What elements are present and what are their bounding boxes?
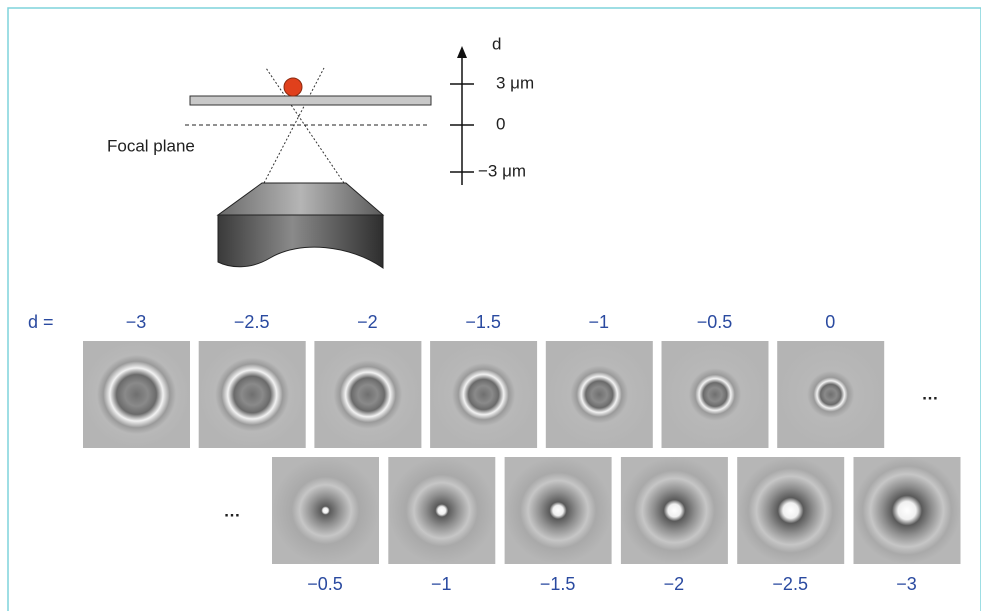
- bottom-label: −3: [896, 574, 917, 594]
- thumbnail: [662, 341, 769, 448]
- thumbnail: [546, 341, 653, 448]
- thumbnail: [272, 457, 379, 564]
- top-label: 0: [825, 312, 835, 332]
- thumbnail: [388, 457, 495, 564]
- top-label: −0.5: [697, 312, 733, 332]
- bottom-label: −2: [664, 574, 685, 594]
- focal-plane-label: Focal plane: [107, 136, 195, 155]
- bottom-label: −0.5: [307, 574, 343, 594]
- thumbnails: −3 −2.5 −2 −1.5 −1 −0.5 0 −0.5 −1 −1.5 −2 −2.5 −3: [83, 312, 961, 594]
- thumbnail: [854, 457, 961, 564]
- thumbnail: [314, 341, 421, 448]
- axis-tick-label: 0: [496, 114, 505, 133]
- top-label: −1: [589, 312, 610, 332]
- objective-top: [218, 183, 383, 215]
- top-label: −3: [126, 312, 147, 332]
- top-label: −2: [357, 312, 378, 332]
- axis-arrow: [457, 46, 467, 58]
- top-label: −1.5: [465, 312, 501, 332]
- objective-body: [218, 215, 383, 268]
- top-label: −2.5: [234, 312, 270, 332]
- bottom-label: −1.5: [540, 574, 576, 594]
- bottom-label: −2.5: [772, 574, 808, 594]
- thumbnail: [621, 457, 728, 564]
- thumbnail: [430, 341, 537, 448]
- thumbnail: [777, 341, 884, 448]
- particle: [284, 78, 302, 96]
- thumbnail: [505, 457, 612, 564]
- axis-tick-label: −3 μm: [478, 161, 526, 180]
- thumbnail: [199, 341, 306, 448]
- axis-label: d: [492, 34, 501, 53]
- bottom-label: −1: [431, 574, 452, 594]
- slide: [190, 96, 431, 105]
- figure: Focal plane d 3 μm0−3 μm d = … … −3−2.5−…: [0, 0, 981, 611]
- thumbnail: [737, 457, 844, 564]
- row-label: d =: [28, 312, 54, 332]
- thumbnail: [83, 341, 190, 448]
- ellipsis: …: [922, 384, 939, 403]
- axis-tick-label: 3 μm: [496, 73, 534, 92]
- ellipsis: …: [224, 501, 241, 520]
